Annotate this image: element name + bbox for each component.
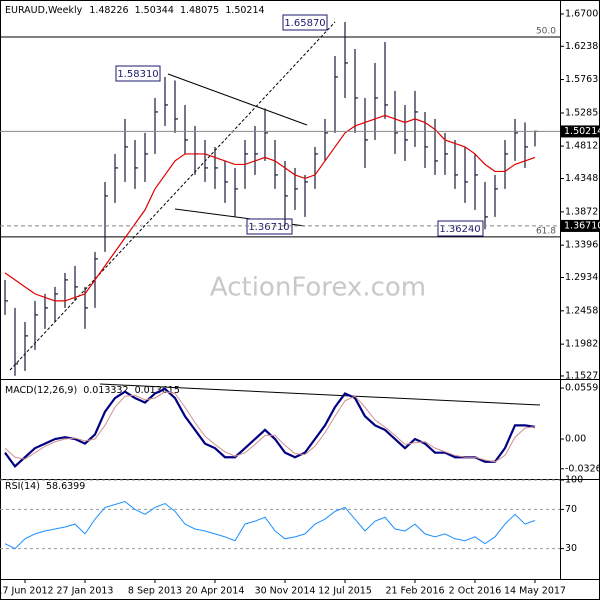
y-tick-label: 1.43480 [565,173,600,184]
annotation: 1.58310 [115,65,161,82]
y-tick-label: 1.67000 [565,8,600,19]
price-marker-label: 1.50214 [564,126,600,137]
y-tick-label: 1.38720 [565,206,600,217]
trend-line [167,73,308,126]
annotation: 1.36240 [437,220,484,237]
watermark: ActionForex.com [210,273,426,303]
trend-line [99,383,541,406]
y-tick-label: 1.48122 [565,141,600,152]
x-tick-label: 17 Jun 2012 [0,586,54,597]
y-tick-label: 1.19820 [565,339,600,350]
y-tick-label: 1.62380 [565,41,600,52]
price-marker [561,219,599,232]
rsi-title: RSI(14) 58.6399 [5,481,85,492]
x-tick-label: 20 Apr 2014 [186,586,245,597]
y-tick-label: 1.15270 [565,370,600,381]
y-tick-label: 100 [565,475,583,486]
annotation-label: 1.36240 [439,224,480,235]
y-tick-label: 1.33960 [565,240,600,251]
annotation: 1.36710 [246,218,293,235]
annotation-label: 1.36710 [248,222,289,233]
annotation-label: 1.65870 [284,18,325,29]
y-tick-label: 30 [565,543,577,554]
indicator-line [4,391,536,463]
y-tick-label: 70 [565,504,577,515]
x-tick-label: 27 Jan 2013 [57,586,114,597]
indicator-line [4,501,536,550]
y-tick-label: -0.03269 [565,463,600,474]
x-tick-label: 14 May 2017 [504,586,566,597]
y-tick-label: 1.52850 [565,107,600,118]
y-tick-label: 0.055965 [565,383,600,394]
y-tick-label: 1.57630 [565,74,600,85]
y-tick-label: 1.24580 [565,305,600,316]
indicator-line [4,387,536,468]
x-tick-label: 8 Sep 2013 [128,586,182,597]
price-marker [561,125,599,138]
chart-title: EURAUD,Weekly 1.48226 1.50344 1.48075 1.… [5,5,265,16]
trend-line [9,21,336,371]
fib-label: 61.8 [536,226,556,236]
y-tick-label: 1.29340 [565,272,600,283]
x-tick-label: 2 Oct 2016 [449,586,502,597]
fib-label: 50.0 [536,26,556,36]
price-marker-label: 1.36710 [564,220,600,231]
annotation: 1.65870 [282,14,328,31]
x-tick-label: 30 Nov 2014 [255,586,316,597]
x-tick-label: 21 Feb 2016 [385,586,444,597]
macd-title: MACD(12,26,9) 0.013332 0.013615 [5,385,180,396]
moving-average [4,114,536,302]
y-tick-label: 0.00 [565,434,586,445]
annotation-label: 1.58310 [117,69,158,80]
x-tick-label: 12 Jul 2015 [318,586,372,597]
